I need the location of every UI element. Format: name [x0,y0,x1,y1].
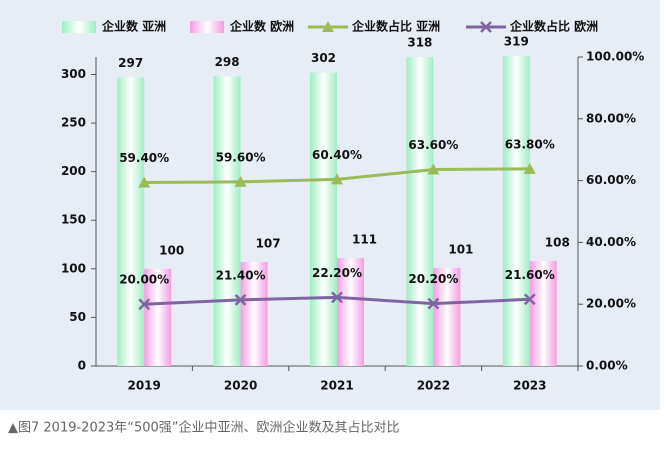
marker [331,173,343,185]
bar [213,76,241,366]
legend-label: 企业数占比 亚洲 [351,19,440,34]
data-label: 107 [256,237,281,251]
bar [117,77,145,366]
y2-tick-label: 80.00% [586,111,636,125]
y2-tick-label: 60.00% [586,173,636,187]
y-tick-label: 0 [78,359,86,373]
y2-tick-label: 100.00% [586,50,644,64]
x-tick-label: 2021 [320,379,353,393]
bar [337,258,364,366]
caption: ▲图7 2019-2023年“500强”企业中亚洲、欧洲企业数及其占比对比 [8,420,400,436]
marker [480,21,492,33]
data-label: 20.00% [119,273,169,287]
y2-tick-label: 0.00% [586,359,628,373]
marker [234,293,247,306]
legend-label: 企业数 欧洲 [229,19,294,34]
data-label: 63.80% [505,137,555,151]
bar [502,56,530,367]
marker [234,175,247,187]
data-label: 21.40% [216,268,266,282]
bar [433,267,461,366]
marker [322,21,334,32]
legend-label: 企业数占比 欧洲 [509,19,598,34]
y2-tick-label: 20.00% [586,297,636,311]
bar [144,268,172,366]
data-label: 22.20% [312,266,362,280]
bar [406,57,434,366]
marker [138,298,151,311]
data-label: 298 [215,55,240,69]
data-label: 108 [545,236,570,250]
y-tick-label: 100 [61,261,86,275]
y-tick-label: 200 [61,164,86,178]
data-label: 297 [118,56,143,70]
data-label: 318 [407,36,432,50]
marker [523,293,536,306]
y-tick-label: 50 [69,310,86,324]
legend-label: 企业数 亚洲 [101,19,166,34]
data-label: 100 [159,243,184,257]
data-label: 302 [311,51,336,65]
marker [427,297,440,310]
marker [331,291,343,304]
x-tick-label: 2019 [127,379,160,393]
x-tick-label: 2022 [417,379,450,393]
marker [138,176,151,188]
x-tick-label: 2023 [513,379,546,393]
x-tick-label: 2020 [224,379,257,393]
legend-swatch [62,21,96,33]
data-label: 59.40% [119,151,169,165]
y2-tick-label: 40.00% [586,235,636,249]
y-tick-label: 250 [61,116,86,130]
data-label: 319 [504,35,529,49]
data-label: 101 [448,242,473,256]
bar [310,72,337,366]
marker [523,162,536,174]
data-label: 21.60% [505,268,555,282]
data-label: 63.60% [408,138,458,152]
bar [529,261,557,366]
data-label: 59.60% [216,150,266,164]
data-label: 60.40% [312,148,362,162]
y-tick-label: 300 [61,67,86,81]
legend-swatch [190,21,224,33]
bar [240,262,268,366]
y-tick-label: 150 [61,213,86,227]
marker [427,163,440,175]
data-label: 20.20% [408,272,458,286]
data-label: 111 [352,233,377,247]
